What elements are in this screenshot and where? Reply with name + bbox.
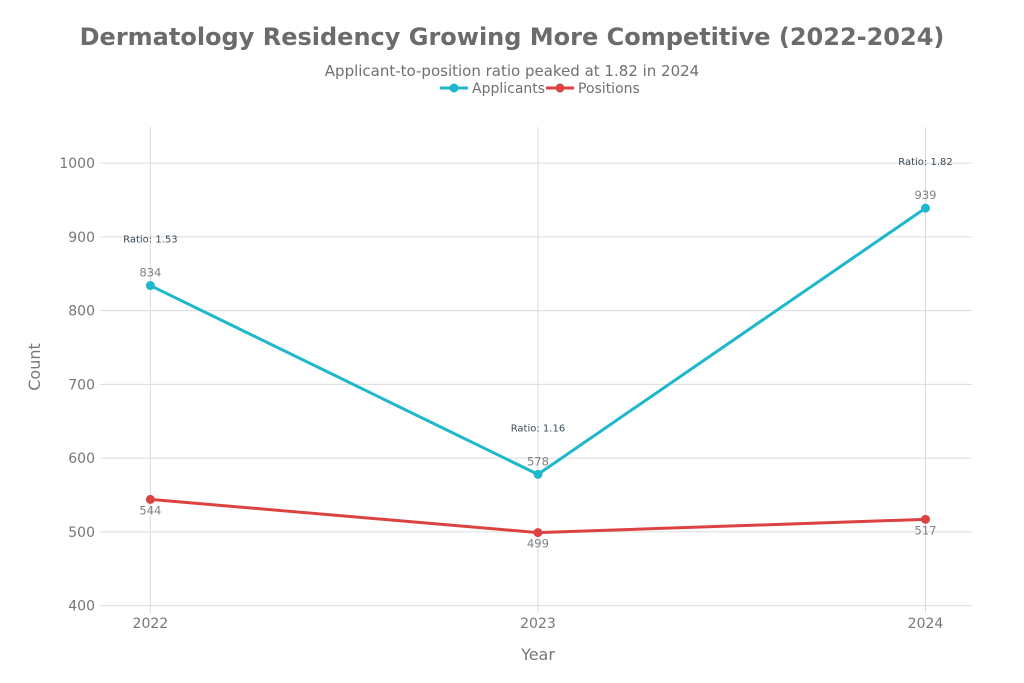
legend-label-positions: Positions [578,81,640,97]
legend-label-applicants: Applicants [472,81,545,97]
legend-marker-applicants [449,83,459,93]
ratio-annotation: Ratio: 1.82 [898,157,953,168]
series-group: 834 578 939 544 499 517 Ratio: 1.53 Ratio: 1.16… [123,157,953,550]
data-point-applicants [145,281,155,291]
data-point-positions [920,514,930,524]
data-point-applicants [920,203,930,213]
y-tick-label: 600 [68,451,95,467]
data-label-positions: 544 [139,503,161,517]
legend-marker-positions [555,83,565,93]
y-tick-label: 400 [68,599,95,615]
y-tick-label: 900 [68,230,95,246]
y-axis-label: Count [25,343,44,391]
data-label-applicants: 578 [527,454,549,468]
data-label-positions: 517 [915,523,937,537]
data-point-positions [145,494,155,504]
ratio-annotation: Ratio: 1.53 [123,235,178,246]
data-label-applicants: 834 [139,266,161,280]
x-tick-label: 2024 [908,616,944,632]
y-tick-label: 500 [68,525,95,541]
x-tick-label: 2022 [133,616,169,632]
y-tick-label: 700 [68,377,95,393]
data-label-applicants: 939 [915,188,937,202]
y-tick-label: 1000 [59,156,95,172]
data-label-positions: 499 [527,537,549,551]
chart-subtitle: Applicant-to-position ratio peaked at 1.… [325,62,699,80]
ratio-annotation: Ratio: 1.16 [511,423,566,434]
data-point-applicants [533,469,543,479]
y-tick-label: 800 [68,304,95,320]
axis-ticks: 400 500 600 700 800 900 1000 2022 2023 2024 [59,156,943,632]
x-tick-label: 2023 [520,616,556,632]
data-point-positions [533,528,543,538]
legend: Applicants Positions [440,81,640,97]
x-axis-label: Year [520,645,555,664]
chart-title: Dermatology Residency Growing More Compe… [80,23,945,51]
